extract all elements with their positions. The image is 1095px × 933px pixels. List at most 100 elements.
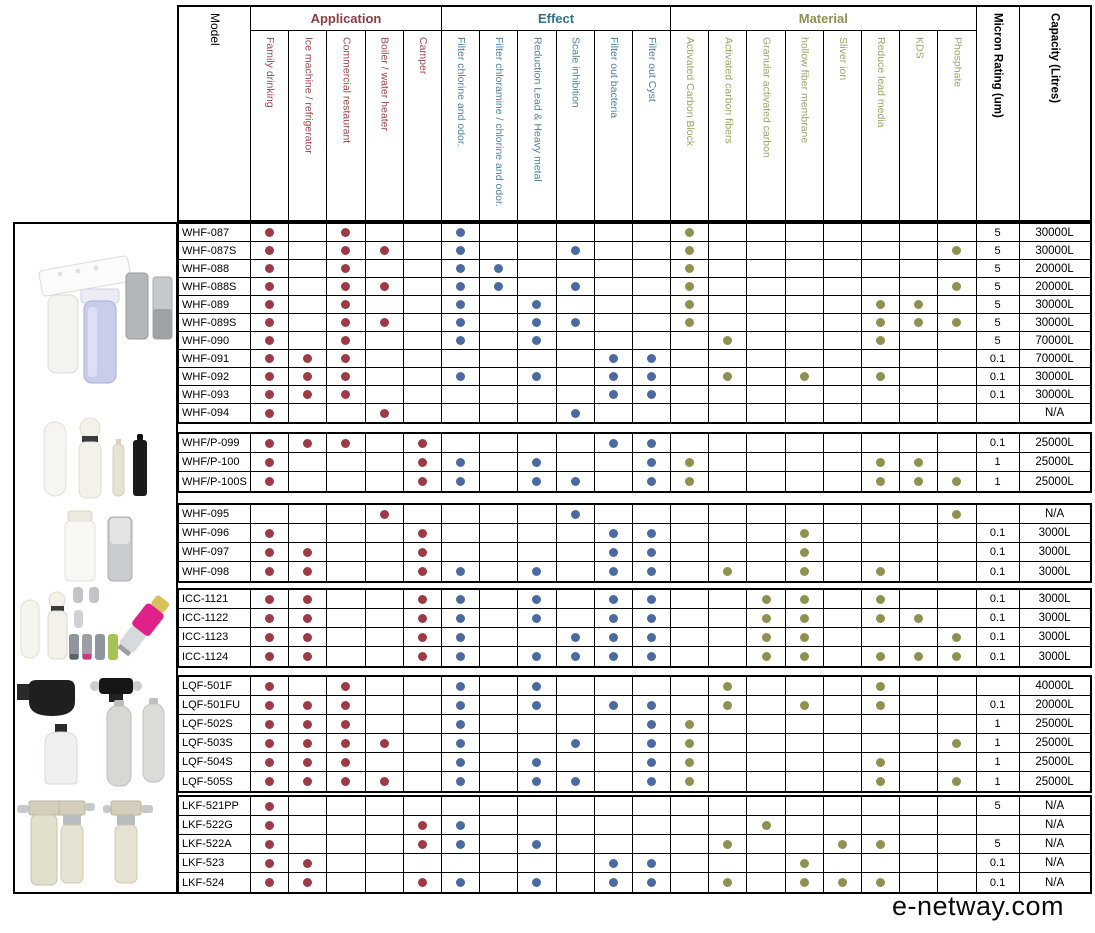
capacity-cell: N/A [1019,797,1090,816]
dot-cell-sliver-ion [823,368,862,386]
feature-dot [723,567,733,576]
dot-cell-ice-machine-refrigerator [289,314,328,332]
feature-dot [456,457,466,467]
feature-dot [303,777,313,786]
feature-dot [532,839,542,849]
dot-cell-filter-out-bacteria [594,242,633,260]
dot-cell-hollow-fiber-membrane [785,609,824,628]
feature-dot [799,567,809,576]
model-cell: LKF-523 [179,854,251,873]
dot-cell-filter-out-cyst [632,772,672,791]
feature-dot [265,757,275,767]
model-group-block-1: WHF/P-099 0.1 25000L WHF/P-100 1 25000L WHF/P-… [177,432,1092,493]
dot-cell-camper [403,677,442,696]
dot-cell-filter-chloramine [480,647,519,666]
dot-cell-family-drinking [251,854,290,873]
dot-cell-ice-machine-refrigerator [289,350,328,368]
model-cell: WHF-088 [179,260,251,278]
capacity-cell: 30000L [1019,386,1090,404]
dot-cell-reduce-lead-media [862,753,901,772]
dot-cell-phosphate [938,628,977,647]
dot-cell-camper [403,224,442,242]
dot-cell-reduce-lead-media [862,562,901,581]
micron-cell: 0.1 [976,854,1020,873]
dot-cell-activated-carbon-fibers [709,404,748,422]
model-cell: WHF-087 [179,224,251,242]
dot-cell-filter-out-bacteria [594,404,633,422]
feature-dot [914,477,924,486]
dot-cell-activated-carbon-block [671,715,710,734]
dot-cell-granular-activated-carbon [747,368,786,386]
dot-cell-reduction-lead-heavy-metal [518,260,557,278]
dot-cell-filter-chloramine [480,368,519,386]
column-header-activated-carbon-block: Activated Carbon Block [671,31,710,220]
capacity-cell: 30000L [1019,314,1090,332]
capacity-cell: 70000L [1019,332,1090,350]
model-cell: WHF/P-099 [179,434,251,453]
dot-cell-filter-chloramine [480,472,519,491]
dot-cell-filter-chloramine [480,628,519,647]
dot-cell-scale-inhibition [556,386,595,404]
dot-cell-reduce-lead-media [862,609,901,628]
dot-cell-filter-out-cyst [632,609,672,628]
dot-cell-commercial-restaurant [327,278,366,296]
feature-dot [723,839,733,849]
model-cell: WHF-088S [179,278,251,296]
dot-cell-filter-chloramine [480,524,519,543]
dot-cell-activated-carbon-block [671,350,710,368]
column-header-filter-chloramine-label: Filter chloramine / chlorine and odor. [493,37,506,207]
dot-cell-camper [403,628,442,647]
feature-dot [608,652,618,661]
dot-cell-filter-chloramine [480,816,519,835]
feature-dot [799,858,809,868]
feature-dot [685,264,695,273]
dot-cell-filter-out-bacteria [594,314,633,332]
capacity-cell: N/A [1019,835,1090,854]
dot-cell-kds [900,609,939,628]
micron-cell [976,505,1020,524]
dot-cell-granular-activated-carbon [747,453,786,472]
dot-cell-ice-machine-refrigerator [289,296,328,314]
micron-cell: 5 [976,242,1020,260]
dot-cell-family-drinking [251,242,290,260]
dot-cell-reduce-lead-media [862,543,901,562]
dot-cell-sliver-ion [823,677,862,696]
dot-cell-scale-inhibition [556,278,595,296]
dot-cell-sliver-ion [823,242,862,260]
micron-cell: 5 [976,835,1020,854]
dot-cell-sliver-ion [823,590,862,609]
dot-cell-family-drinking [251,350,290,368]
dot-cell-filter-out-bacteria [594,734,633,753]
dot-cell-filter-out-cyst [632,854,672,873]
dot-cell-activated-carbon-block [671,386,710,404]
dot-cell-ice-machine-refrigerator [289,753,328,772]
dot-cell-boiler-water-heater [365,472,404,491]
model-cell: WHF-089S [179,314,251,332]
dot-cell-boiler-water-heater [365,314,404,332]
dot-cell-filter-chloramine [480,797,519,816]
dot-cell-boiler-water-heater [365,278,404,296]
dot-cell-sliver-ion [823,562,862,581]
capacity-cell: N/A [1019,505,1090,524]
feature-dot [723,681,733,691]
column-header-filter-chlorine-odor-label: Filter chlorine and odor. [455,37,468,147]
dot-cell-hollow-fiber-membrane [785,797,824,816]
dot-cell-camper [403,260,442,278]
dot-cell-activated-carbon-block [671,224,710,242]
dot-cell-granular-activated-carbon [747,715,786,734]
dot-cell-hollow-fiber-membrane [785,278,824,296]
dot-cell-filter-out-bacteria [594,715,633,734]
feature-dot [265,528,275,538]
dot-cell-kds [900,296,939,314]
dot-cell-reduce-lead-media [862,772,901,791]
feature-dot [685,457,695,467]
dot-cell-phosphate [938,350,977,368]
dot-cell-commercial-restaurant [327,524,366,543]
feature-dot [341,264,351,273]
column-header-filter-out-cyst: Filter out Cyst [632,31,672,220]
dot-cell-phosphate [938,296,977,314]
dot-cell-boiler-water-heater [365,753,404,772]
dot-cell-phosphate [938,772,977,791]
dot-cell-filter-out-bacteria [594,543,633,562]
dot-cell-hollow-fiber-membrane [785,524,824,543]
